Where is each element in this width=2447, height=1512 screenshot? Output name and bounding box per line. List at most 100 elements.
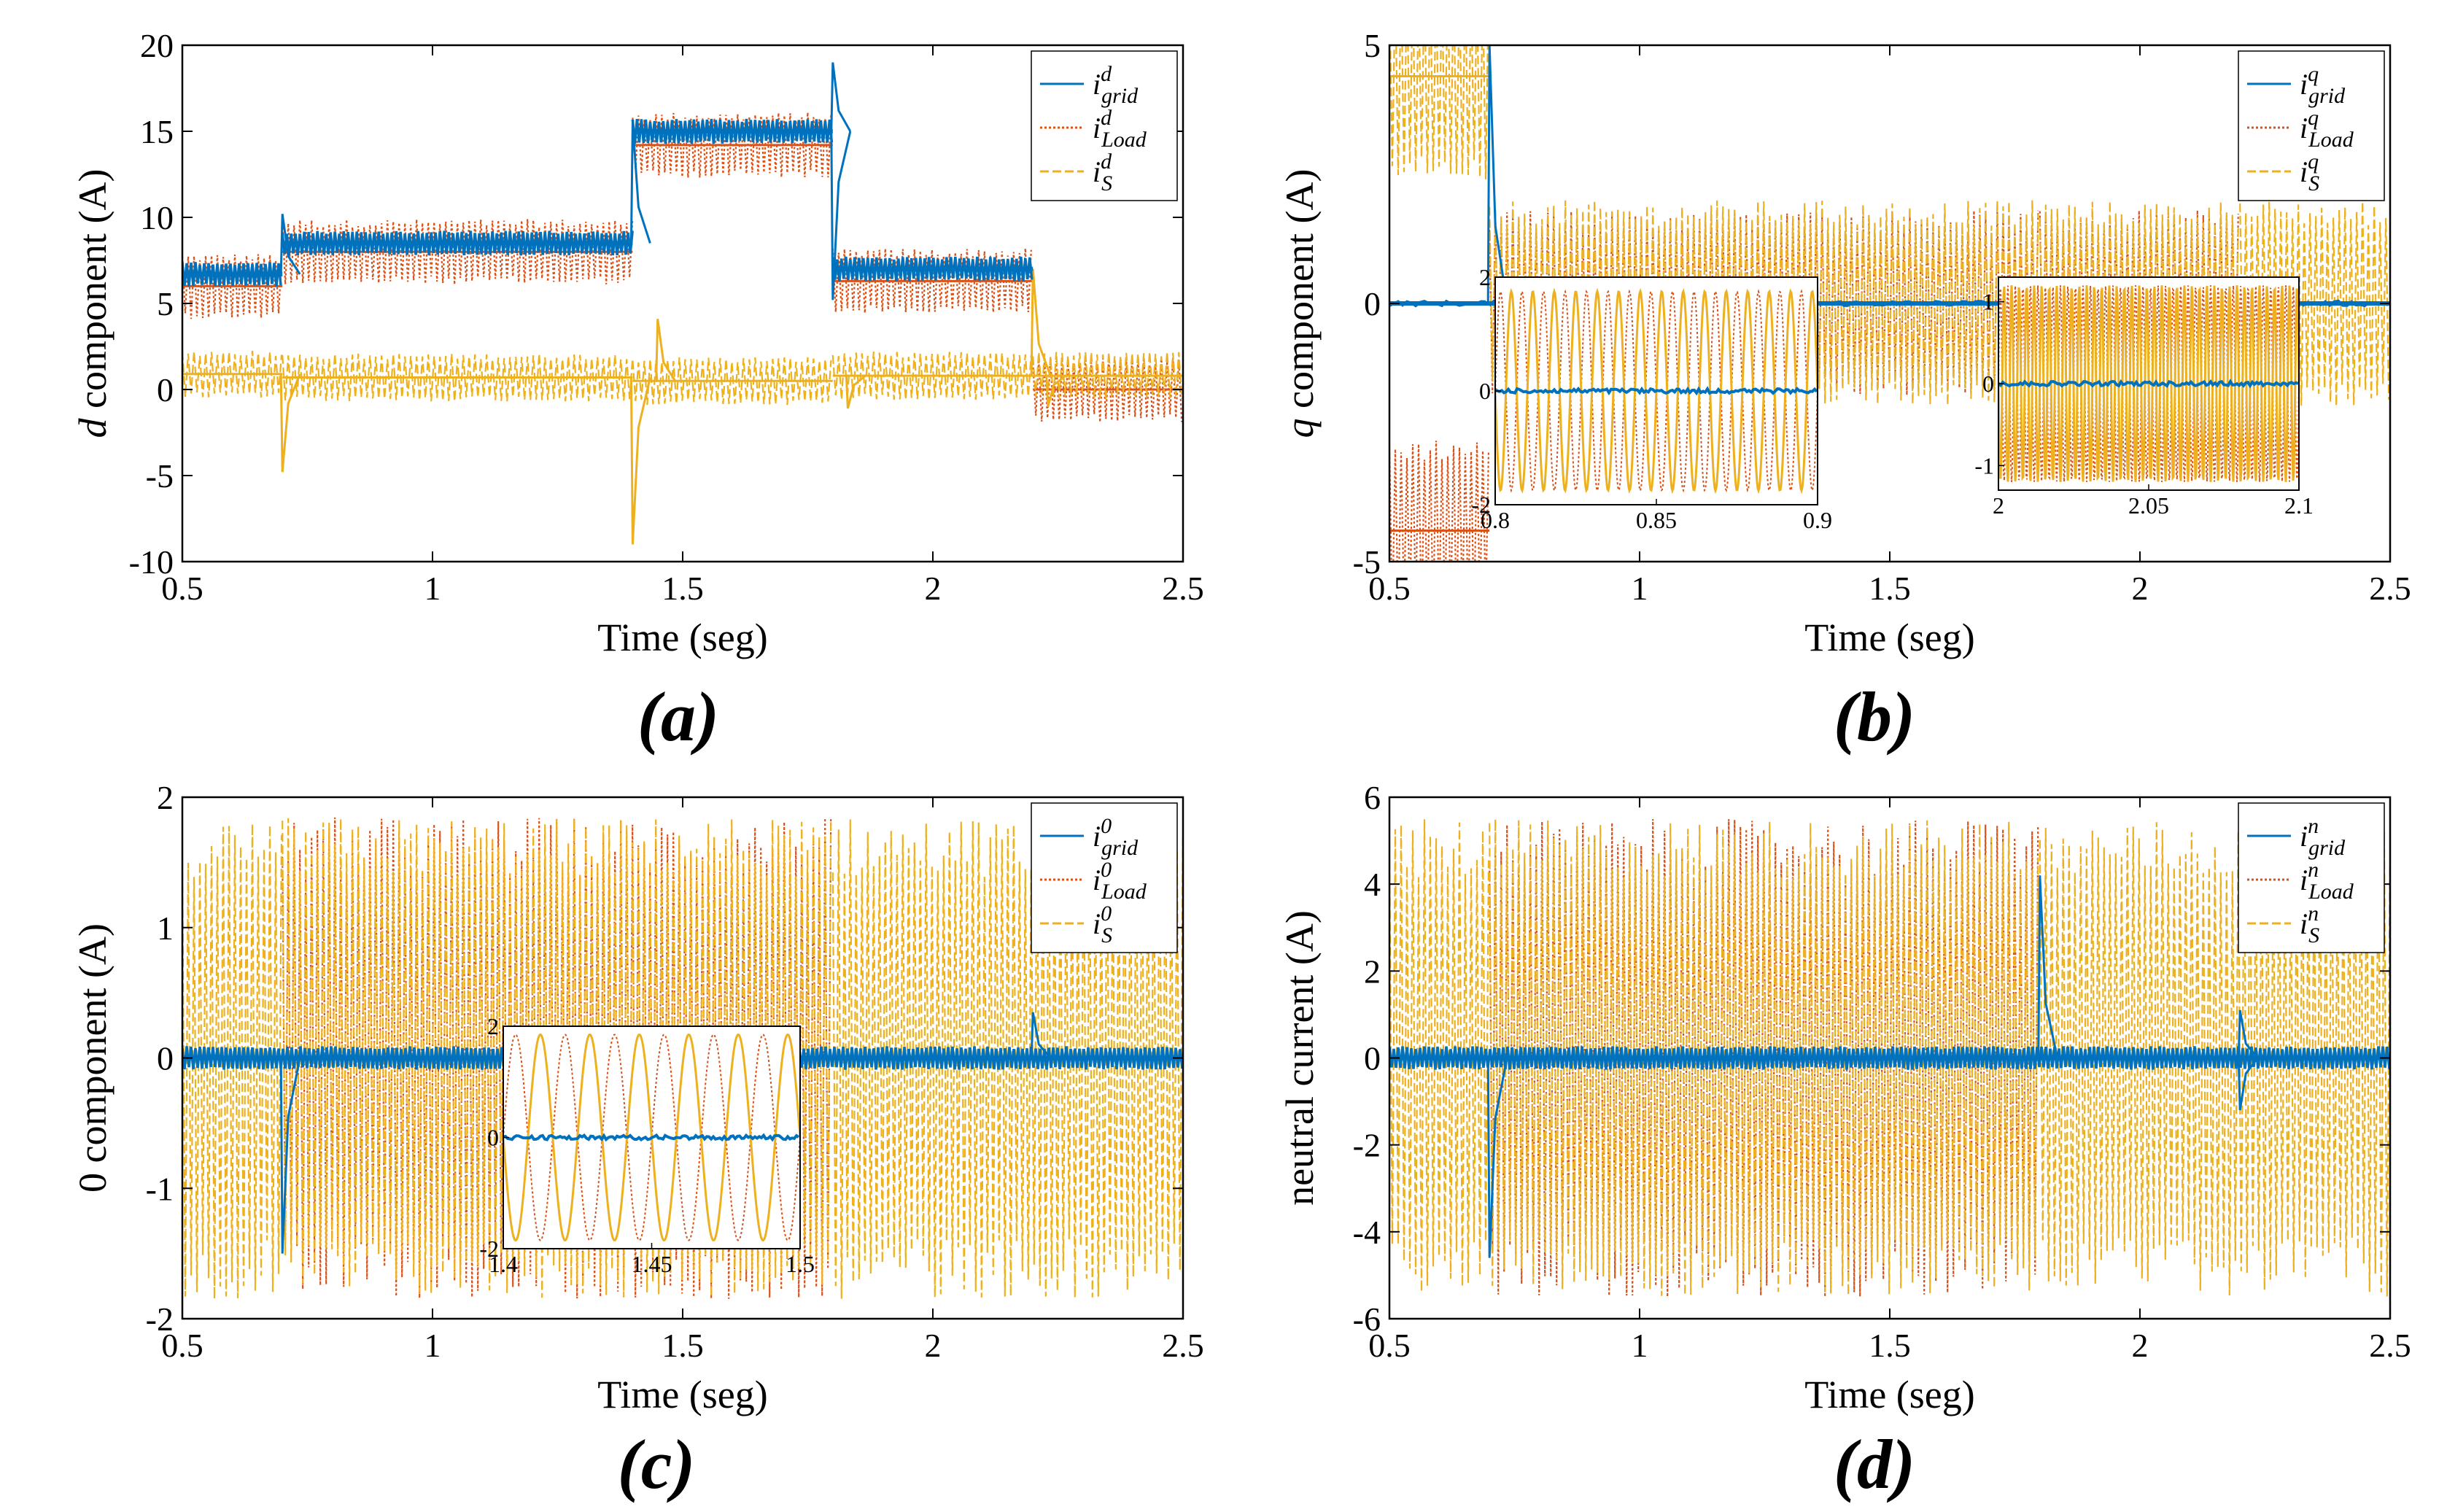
y-axis-label-text: component (A) xyxy=(71,169,115,419)
series-source-spike-1 xyxy=(629,377,651,545)
legend-label-sub: grid xyxy=(1101,836,1139,860)
legend-label-base: i xyxy=(1093,820,1101,853)
inset-series-grid xyxy=(503,1133,800,1142)
legend-label-load: in Load xyxy=(2300,858,2354,904)
y-axis-label: neutral current (A) xyxy=(1278,910,1322,1206)
legend-label-sub: grid xyxy=(2308,836,2346,860)
series-grid-spike-0 xyxy=(1486,45,1508,304)
series-source-segment-2 xyxy=(632,357,832,406)
y-axis-label-text: neutral current (A) xyxy=(1278,910,1322,1206)
legend-label-grid: id grid xyxy=(1093,62,1139,108)
y-tick-label: 0 xyxy=(1364,285,1381,322)
legend-label-source: iq S xyxy=(2300,150,2319,195)
y-tick-label: 5 xyxy=(1364,27,1381,64)
inset-y-tick-label: 0 xyxy=(1479,378,1491,404)
x-tick-label: 2.5 xyxy=(1162,1327,1204,1364)
series-source-spike-0 xyxy=(279,373,301,473)
legend-label-sup: 0 xyxy=(1101,814,1112,838)
series-grid-spike-0 xyxy=(1486,1058,1508,1258)
plot-area xyxy=(182,62,1183,545)
inset-0: 0.8 0.85 0.9 -2 0 2 xyxy=(1471,264,1832,533)
series-grid-spike-0 xyxy=(279,214,301,275)
legend-label-grid: i0 grid xyxy=(1093,814,1139,860)
y-axis-label-text: 0 component (A) xyxy=(71,923,115,1193)
legend-label-base: i xyxy=(2300,820,2308,853)
series-load-segment-2 xyxy=(632,112,832,178)
series-load-segment-0 xyxy=(182,254,283,319)
panel-3: 0.5 1 1.5 2 2.5 -6 -4 -2 0 2 4 6 Time (seg) neutral c… xyxy=(1278,779,2411,1503)
series-load-segment-1 xyxy=(282,219,634,285)
panel-label: (a) xyxy=(637,678,719,756)
inset-x-tick-label: 2 xyxy=(1993,492,2004,519)
legend-label-grid: iq grid xyxy=(2300,62,2346,108)
legend-label-sub: S xyxy=(2308,923,2319,947)
y-tick-label: 15 xyxy=(140,113,174,150)
series-grid xyxy=(182,62,1034,301)
x-tick-label: 1 xyxy=(1632,570,1648,607)
series-source-segment-1 xyxy=(1489,819,2039,1296)
legend-label-grid: in grid xyxy=(2300,814,2346,860)
y-axis-label: q component (A) xyxy=(1278,169,1322,438)
inset-x-tick-label: 0.9 xyxy=(1803,507,1832,533)
inset-x-tick-label: 0.85 xyxy=(1636,507,1677,533)
inset-series-grid xyxy=(1998,379,2299,389)
y-axis-label-symbol: d xyxy=(71,417,115,438)
legend-label-base: i xyxy=(1093,155,1101,188)
inset-y-tick-label: 2 xyxy=(1479,264,1491,290)
inset-x-tick-label: 1.4 xyxy=(489,1251,518,1277)
legend-label-load: iq Load xyxy=(2300,106,2354,152)
y-tick-label: -4 xyxy=(1353,1214,1381,1251)
legend-label-sup: d xyxy=(1101,150,1112,174)
y-axis-label-symbol: q xyxy=(1278,418,1322,438)
x-axis-label: Time (seg) xyxy=(1804,1373,1975,1416)
series-load-segment-1 xyxy=(1489,211,1841,396)
x-tick-label: 1.5 xyxy=(662,1327,704,1364)
series-source-segment-0 xyxy=(182,350,283,398)
series-source-segment-0 xyxy=(1389,45,1489,179)
legend-label-base: i xyxy=(1093,112,1101,144)
inset-series-grid xyxy=(1495,386,1818,396)
series-source-segment-2 xyxy=(831,817,1183,1299)
panel-0: 0.5 1 1.5 2 2.5 -10 -5 0 5 10 15 20 Time (seg) d comp… xyxy=(71,27,1204,756)
legend-label-sub: grid xyxy=(2308,84,2346,108)
series-grid-spike-2 xyxy=(2237,1009,2259,1059)
x-tick-label: 2.5 xyxy=(1162,570,1204,607)
series-grid-spike-2 xyxy=(830,62,852,132)
legend-label-sup: n xyxy=(2308,858,2319,882)
legend-label-sup: n xyxy=(2308,814,2319,838)
legend-label-source: i0 S xyxy=(1093,902,1112,947)
inset-y-tick-label: 0 xyxy=(1982,371,1994,397)
series-load-segment-4 xyxy=(1032,357,1183,422)
x-tick-label: 1.5 xyxy=(662,570,704,607)
series-source-spike-3 xyxy=(845,374,866,409)
series-grid-spike-1 xyxy=(629,123,651,244)
series-grid-spike-0 xyxy=(279,1058,301,1254)
legend-label-base: i xyxy=(2300,112,2308,144)
legend-label-base: i xyxy=(2300,907,2308,940)
series-source-segment-1 xyxy=(282,353,634,402)
legend-label-sub: Load xyxy=(1101,128,1147,152)
panel-label: (b) xyxy=(1834,678,1915,756)
legend-label-load: i0 Load xyxy=(1093,858,1147,904)
y-tick-label: -2 xyxy=(1353,1127,1381,1164)
x-tick-label: 2 xyxy=(925,1327,942,1364)
inset-x-tick-label: 1.5 xyxy=(786,1251,815,1277)
series-source-segment-0 xyxy=(182,823,283,1299)
x-tick-label: 0.5 xyxy=(161,1327,203,1364)
y-tick-label: -1 xyxy=(146,1170,174,1207)
y-axis-label: 0 component (A) xyxy=(71,923,115,1193)
series-grid-spike-3 xyxy=(830,131,852,301)
x-axis-label: Time (seg) xyxy=(597,1373,768,1416)
x-tick-label: 2 xyxy=(2132,1327,2149,1364)
y-axis-label-text: component (A) xyxy=(1278,169,1322,419)
legend-label-source: id S xyxy=(1093,150,1112,195)
x-tick-label: 1.5 xyxy=(1869,570,1911,607)
y-tick-label: -6 xyxy=(1353,1300,1381,1338)
y-tick-label: 10 xyxy=(140,199,174,236)
inset-y-tick-label: 2 xyxy=(487,1013,499,1039)
series-load-segment-0 xyxy=(1389,441,1490,562)
y-tick-label: -10 xyxy=(129,543,174,581)
